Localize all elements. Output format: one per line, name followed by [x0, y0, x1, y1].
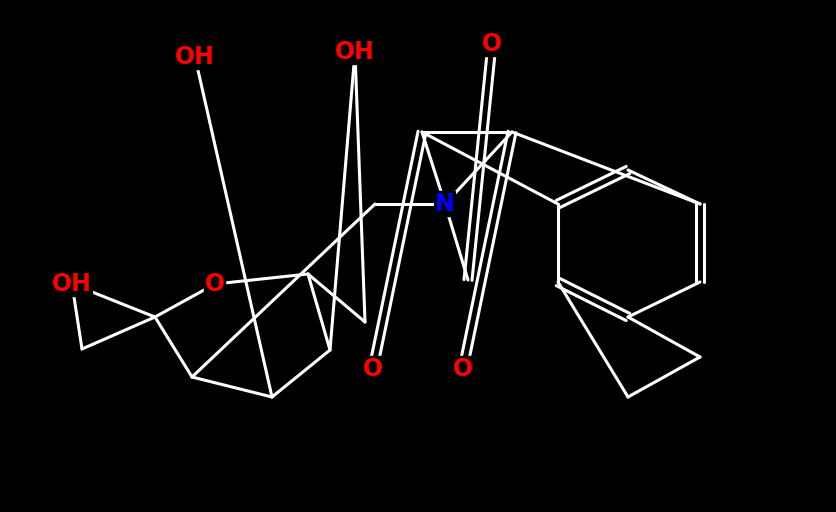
Text: OH: OH	[175, 45, 215, 69]
Text: N: N	[435, 192, 454, 216]
Text: OH: OH	[334, 40, 375, 64]
Text: O: O	[452, 357, 472, 381]
Text: O: O	[205, 272, 225, 296]
Text: OH: OH	[52, 272, 92, 296]
Text: O: O	[482, 32, 502, 56]
Text: O: O	[363, 357, 383, 381]
